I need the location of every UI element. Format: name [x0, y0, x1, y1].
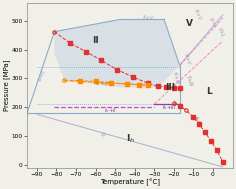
Polygon shape — [55, 19, 180, 88]
Text: IV+L: IV+L — [208, 17, 218, 30]
Text: II+V: II+V — [143, 15, 154, 21]
Text: $I_h$+II: $I_h$+II — [36, 68, 49, 83]
Text: $I_h$+IV: $I_h$+IV — [95, 79, 112, 89]
Text: L: L — [206, 87, 212, 96]
Text: $I_h$+II: $I_h$+II — [105, 106, 118, 115]
Text: III+III: III+III — [172, 71, 180, 85]
Text: $I_h$+L: $I_h$+L — [191, 115, 204, 129]
Text: V+L: V+L — [217, 27, 225, 38]
Text: III+V: III+V — [183, 53, 192, 66]
Text: T+III: T+III — [185, 74, 194, 87]
Text: III+V: III+V — [193, 9, 202, 22]
X-axis label: Temperature [°C]: Temperature [°C] — [100, 178, 160, 186]
Text: III: III — [165, 83, 175, 92]
Text: II: II — [92, 36, 99, 45]
Y-axis label: Pressure [MPa]: Pressure [MPa] — [4, 60, 10, 111]
Text: V: V — [186, 19, 193, 28]
Text: $\delta$: $\delta$ — [99, 130, 107, 139]
Text: I$_h$: I$_h$ — [126, 132, 135, 145]
Text: $I_h$+III: $I_h$+III — [162, 103, 177, 112]
